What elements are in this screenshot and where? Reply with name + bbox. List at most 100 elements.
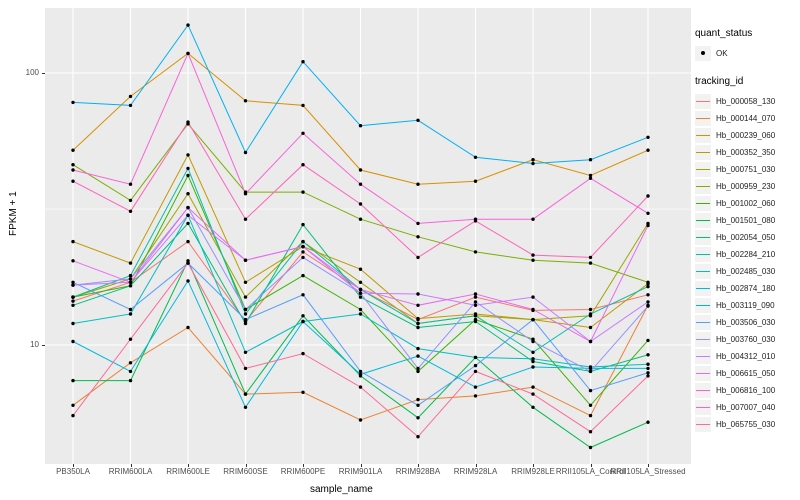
data-point [646,284,650,289]
data-point [473,219,478,223]
data-point [416,118,420,123]
legend-key-icon [695,349,711,364]
data-point [416,366,420,371]
x-tick-label-PB350LA: PB350LA [56,467,90,476]
data-point [588,388,593,393]
data-point [473,355,478,360]
data-point [531,405,535,409]
data-point [588,445,593,450]
legend-entry-label: Hb_004312_010 [716,352,776,361]
legend-quant-ok-label: OK [716,49,728,58]
plot-panel [45,8,691,464]
data-point [243,405,248,409]
data-point [186,261,190,265]
data-point [301,222,305,227]
data-point [128,277,133,281]
data-point [128,209,133,213]
legend-entry-Hb_004312_010: Hb_004312_010 [695,348,800,365]
data-point [128,361,133,365]
legend-key-icon [695,196,711,211]
data-point [588,312,593,316]
data-point [588,369,593,374]
data-point [473,363,478,368]
x-tick-label-RRIM928LE: RRIM928LE [511,467,555,476]
x-tick-mark [418,464,419,467]
legend-entry-label: Hb_000352_350 [716,148,776,157]
legend-entry-Hb_000959_230: Hb_000959_230 [695,178,800,195]
x-tick-mark [648,464,649,467]
x-tick-mark [590,464,592,467]
legend-key-icon [695,179,711,194]
data-point [243,192,248,196]
data-point [358,267,363,271]
data-point [588,307,593,312]
data-point [531,295,535,299]
data-point [301,103,305,108]
data-point [301,250,305,254]
y-tick-mark-100 [42,73,45,74]
legend-key-icon [695,94,711,109]
legend-entry-label: Hb_000239_060 [716,131,776,140]
data-point [71,280,75,284]
x-tick-mark [303,464,304,467]
legend-entry-label: Hb_002284_210 [716,250,776,259]
data-point [71,403,75,407]
data-point [128,280,133,284]
data-point [128,261,133,265]
legend-entry-Hb_000239_060: Hb_000239_060 [695,127,800,144]
data-point [186,51,190,56]
data-point [71,179,75,183]
data-point [646,148,650,152]
data-point [588,176,593,180]
data-point [243,217,248,221]
data-point [473,314,478,318]
data-point [473,385,478,389]
data-point [416,182,420,186]
legend-tracking-title: tracking_id [695,76,744,87]
x-tick-mark [245,464,247,467]
data-point [358,372,363,377]
data-point [358,307,363,312]
data-point [71,163,75,167]
data-point [71,413,75,418]
data-point [646,420,650,424]
data-point [128,94,133,99]
x-tick-mark [533,464,534,467]
legend-entry-Hb_000144_070: Hb_000144_070 [695,110,800,127]
data-point [128,369,133,374]
legend-entry-label: Hb_065755_030 [716,420,776,429]
data-point [416,321,420,326]
data-point [301,293,305,297]
legend-key-icon [695,213,711,228]
legend: quant_status OK tracking_id Hb_000058_13… [695,28,800,433]
data-point [646,194,650,198]
legend-key-icon [695,111,711,126]
data-point [531,357,535,361]
data-point [531,385,535,389]
data-point [531,307,535,312]
legend-entry-Hb_002284_210: Hb_002284_210 [695,246,800,263]
data-point [416,435,420,439]
data-point [243,350,248,354]
legend-entry-Hb_006816_100: Hb_006816_100 [695,382,800,399]
legend-key-icon [695,383,711,398]
data-point [186,213,190,217]
data-point [243,150,248,155]
data-point [531,161,535,166]
data-point [71,339,75,344]
legend-entry-label: Hb_000058_130 [716,97,776,106]
legend-entry-Hb_002874_180: Hb_002874_180 [695,280,800,297]
data-point [646,300,650,304]
data-point [416,325,420,330]
legend-key-icon [695,247,711,262]
data-point [301,390,305,394]
data-point [301,60,305,64]
legend-key-icon [695,128,711,143]
legend-entry-Hb_006615_050: Hb_006615_050 [695,365,800,382]
data-point [358,182,363,186]
legend-key-icon [695,264,711,279]
data-point [186,221,190,226]
data-point [186,192,190,196]
x-tick-label-RRIM600LA: RRIM600LA [108,467,153,476]
data-point [646,371,650,375]
